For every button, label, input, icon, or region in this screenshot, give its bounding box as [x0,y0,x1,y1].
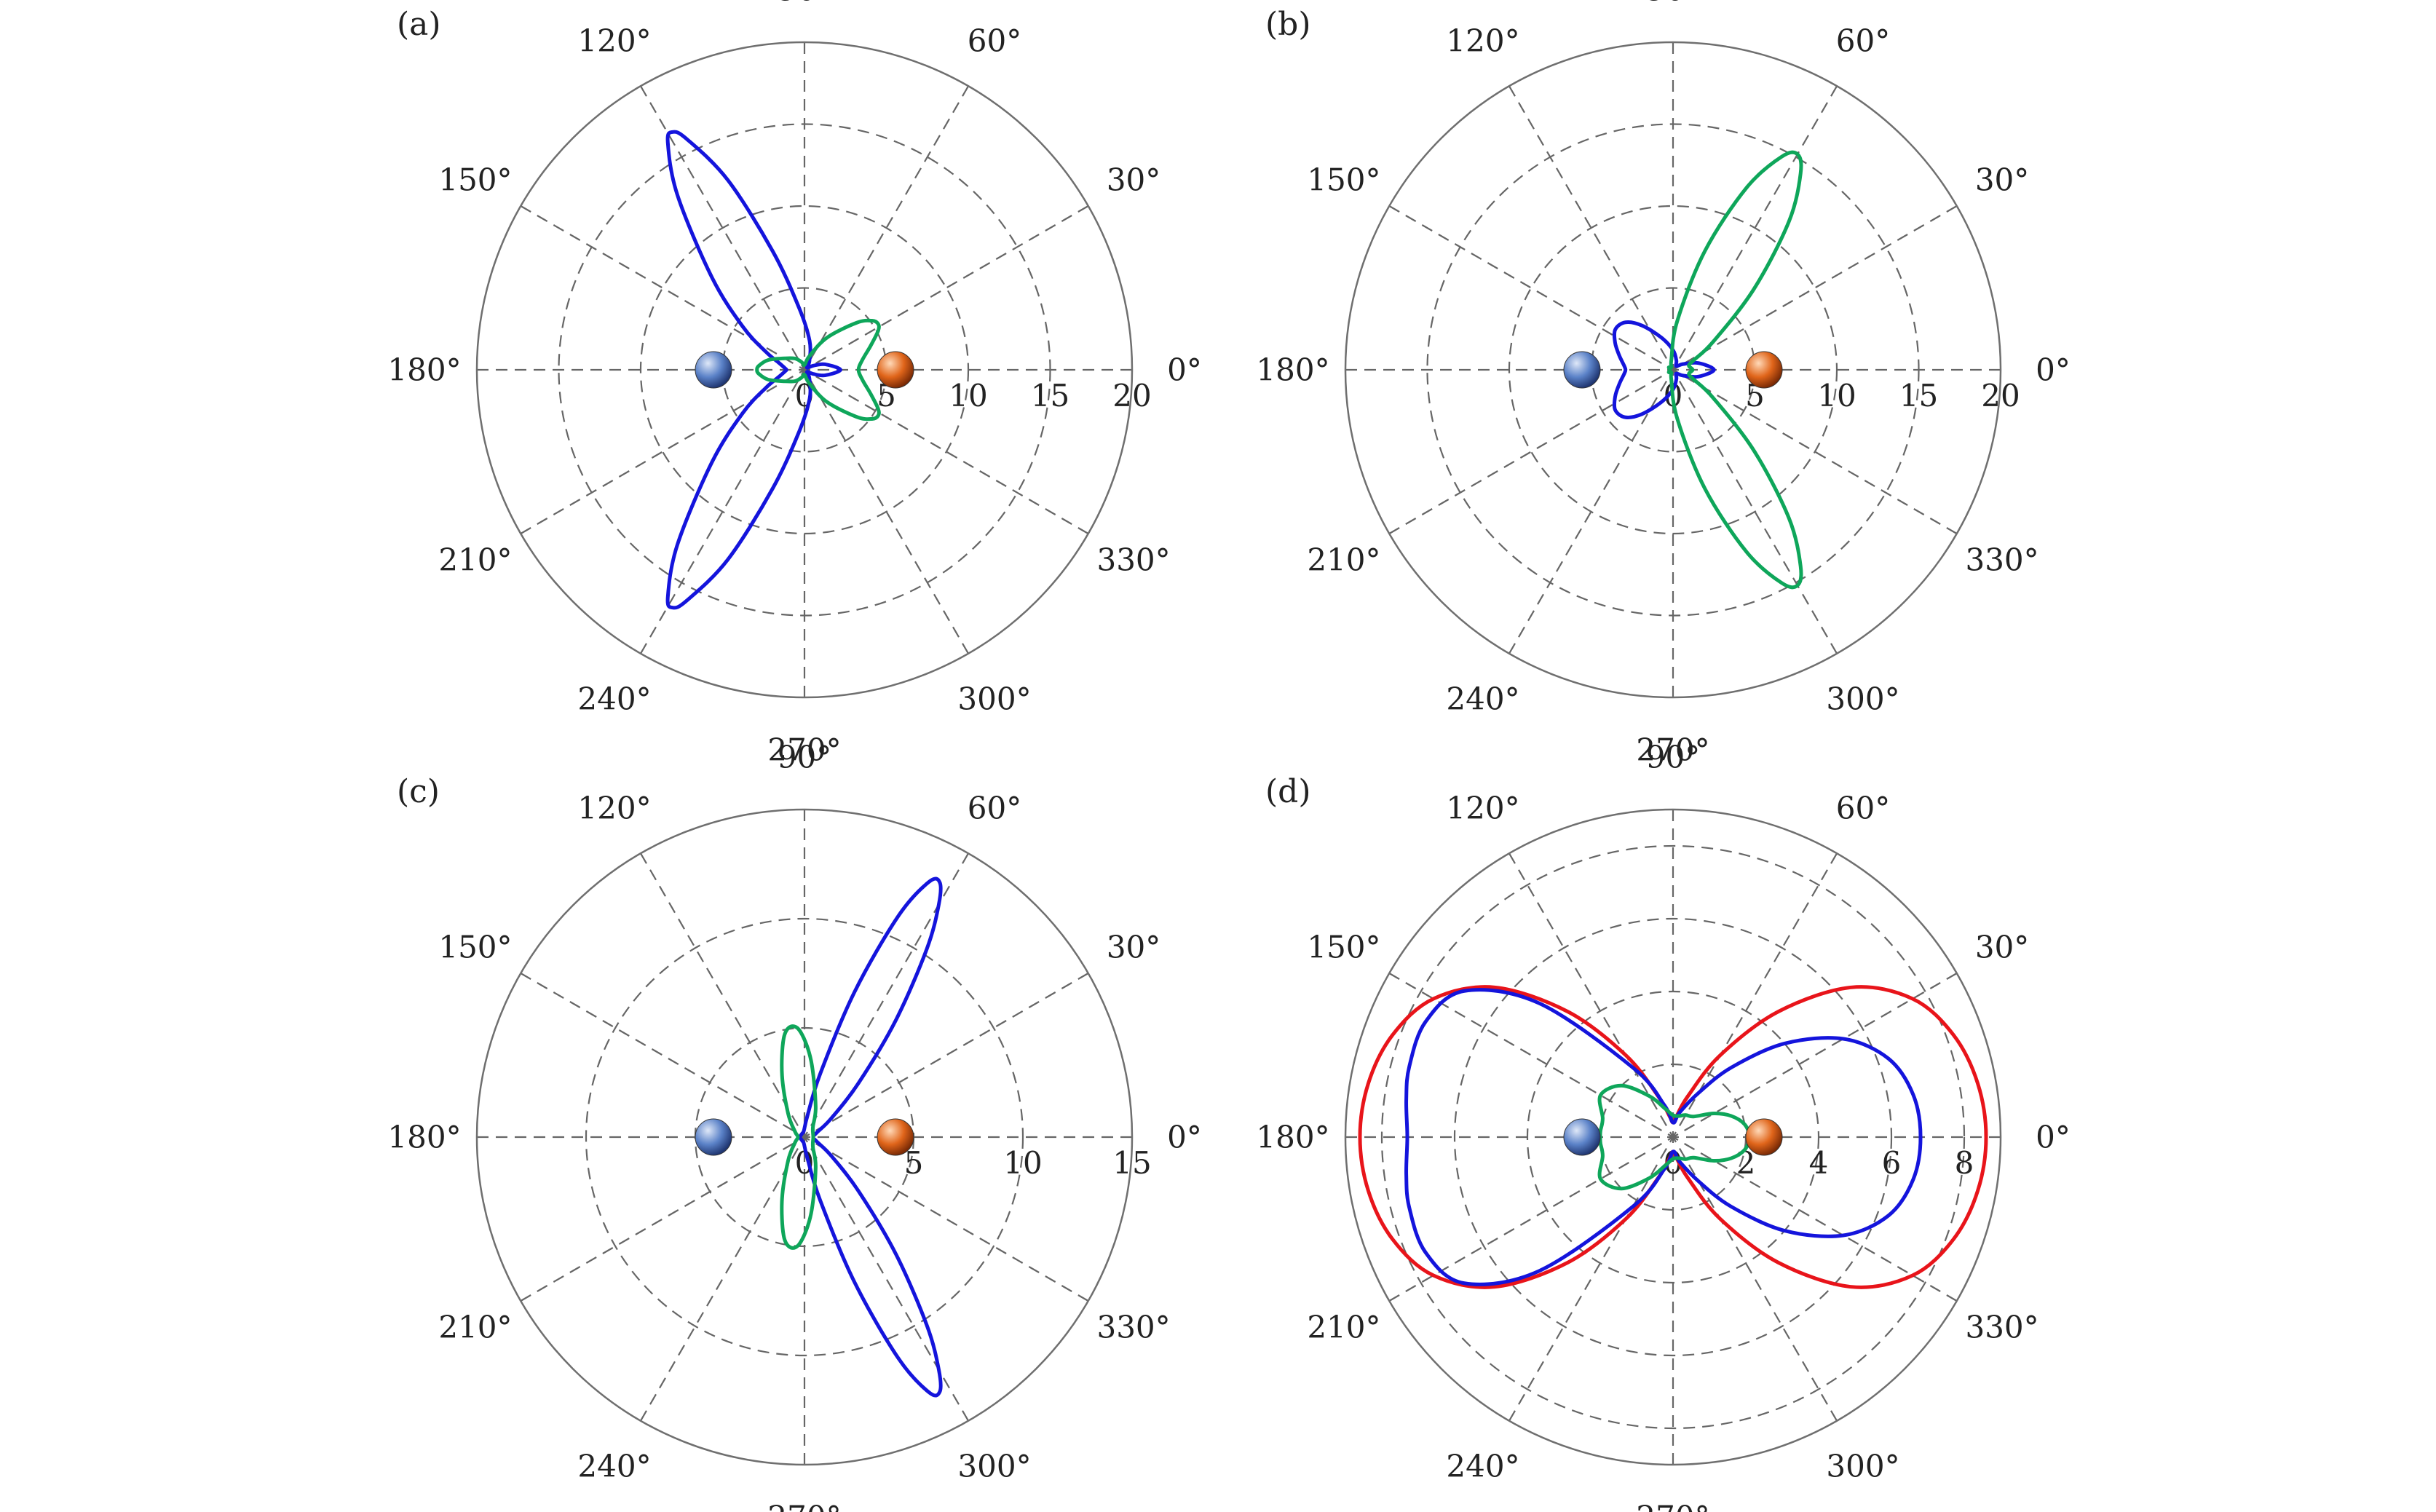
angle-label: 330° [1096,1310,1170,1345]
grid-spoke [520,973,1089,1302]
angle-label: 240° [1446,1449,1519,1484]
angle-label: 210° [438,1310,512,1345]
panel-label: (b) [1265,6,1311,43]
grid-ring [1508,205,1838,535]
angle-label: 60° [1836,23,1890,58]
angle-label: 270° [767,732,841,768]
radial-tick-label: 20 [1112,378,1151,413]
angle-label: 90° [778,0,831,8]
series-green-curve [780,1024,818,1250]
grid-ring [639,205,970,535]
outer-ring [475,41,1134,699]
angle-label: 240° [577,681,651,717]
angle-label: 0° [1167,352,1202,388]
angle-label: 150° [1307,930,1380,965]
angle-label: 60° [968,790,1021,826]
angle-label: 0° [2036,1120,2071,1155]
angle-label: 90° [1646,740,1700,775]
panel-d: (d) 0° 30° 60° 90° 120° 150° 180° 210° 240° 270° 30… [1256,740,2070,1512]
orange-sphere-icon [877,351,914,389]
radial-tick-label: 6 [1882,1145,1902,1181]
series-blue-curve [798,876,943,1398]
angle-label: 120° [1446,23,1519,58]
grid-ring [1380,844,1966,1430]
angle-label: 30° [1975,930,2029,965]
blue-sphere-icon [695,351,732,389]
radial-tick-label: 20 [1981,378,2020,413]
angle-label: 300° [957,681,1031,717]
angle-label: 300° [957,1449,1031,1484]
angle-label: 300° [1826,1449,1899,1484]
angle-label: 270° [1636,1500,1709,1512]
blue-sphere-icon [695,1118,732,1156]
blue-sphere-icon [1563,351,1601,389]
radial-tick-label: 4 [1809,1145,1829,1181]
outer-ring [1344,808,2002,1466]
orange-sphere-icon [1745,1118,1783,1156]
grid-ring [1453,917,1893,1357]
angle-label: 150° [438,930,512,965]
angle-label: 180° [1256,352,1329,388]
angle-label: 90° [1646,0,1700,8]
panel-a: (a) 0° 30° 60° 90° 120° 150° 180° 210° 240° 270° 30… [387,0,1201,768]
grid-ring [585,917,1024,1357]
series-red-curve [1358,985,1988,1289]
angle-label: 270° [1636,732,1709,768]
orange-sphere-icon [877,1118,914,1156]
grid-spoke [1388,973,1958,1302]
angle-label: 240° [577,1449,651,1484]
angle-label: 180° [387,1120,461,1155]
angle-label: 330° [1965,542,2038,578]
panel-label: (a) [397,6,441,43]
angle-label: 330° [1965,1310,2038,1345]
outer-ring [1344,41,2002,699]
panel-label: (d) [1265,773,1311,810]
angle-label: 30° [1107,162,1160,198]
grid-spoke [520,205,1089,534]
angle-label: 180° [1256,1120,1329,1155]
angle-label: 240° [1446,681,1519,717]
angle-label: 150° [1307,162,1380,198]
series-green-curve [755,318,881,421]
angle-label: 0° [2036,352,2071,388]
outer-ring [475,808,1134,1466]
angle-label: 120° [1446,790,1519,826]
angle-label: 60° [968,23,1021,58]
angle-label: 60° [1836,790,1890,826]
angle-label: 180° [387,352,461,388]
angle-label: 270° [767,1500,841,1512]
panel-label: (c) [397,773,440,810]
angle-label: 120° [577,23,651,58]
angle-label: 90° [778,740,831,775]
orange-sphere-icon [1745,351,1783,389]
angle-label: 210° [438,542,512,578]
angle-label: 300° [1826,681,1899,717]
angle-label: 150° [438,162,512,198]
series-blue-curve [1404,988,1923,1286]
angle-label: 210° [1307,1310,1380,1345]
grid-spoke [1388,205,1958,534]
radial-tick-label: 10 [1817,378,1856,413]
series-green-curve [1666,150,1803,590]
radial-tick-label: 10 [949,378,987,413]
radial-tick-label: 8 [1955,1145,1974,1181]
angle-label: 330° [1096,542,1170,578]
blue-sphere-icon [1563,1118,1601,1156]
panel-c: (c) 0° 30° 60° 90° 120° 150° 180° 210° 240° 270° 30… [387,740,1201,1512]
series-blue-curve [1612,320,1716,419]
angle-label: 210° [1307,542,1380,578]
radial-tick-label: 10 [1003,1145,1042,1181]
panel-b: (b) 0° 30° 60° 90° 120° 150° 180° 210° 240° 270° 30… [1256,0,2070,768]
angle-label: 30° [1975,162,2029,198]
series-blue-curve [665,130,842,610]
angle-label: 30° [1107,930,1160,965]
radial-tick-label: 15 [1031,378,1069,413]
radial-tick-label: 15 [1112,1145,1151,1181]
angle-label: 0° [1167,1120,1202,1155]
radial-tick-label: 15 [1899,378,1938,413]
angle-label: 120° [577,790,651,826]
